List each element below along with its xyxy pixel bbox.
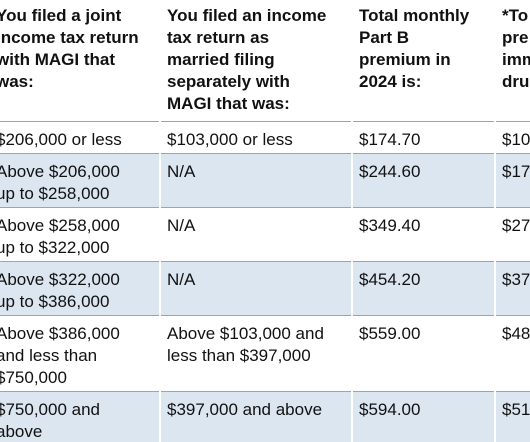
cell-line: less than $397,000 <box>167 346 311 365</box>
table-cell: $397,000 and above <box>160 391 353 442</box>
cell-line: pre <box>502 28 529 47</box>
table-row: $750,000 and above $397,000 and above $594.… <box>0 391 530 442</box>
header-cell: Total monthly Part B premium in 2024 is: <box>352 0 496 122</box>
table-row: Above $206,000 up to $258,000 N/A $244.60 $1… <box>0 153 530 208</box>
table-cell: $349.40 <box>352 207 496 262</box>
table-cell: $206,000 or less <box>0 121 161 154</box>
cell-line: $51 <box>502 400 530 419</box>
table-cell: N/A <box>160 207 353 262</box>
cell-line: $27 <box>502 216 530 235</box>
cell-line: up to $322,000 <box>0 238 110 257</box>
cell-line: $174.70 <box>359 130 421 149</box>
cell-line: married filing <box>167 50 275 69</box>
cell-line: You filed a joint <box>0 6 122 25</box>
cell-line: Total monthly <box>359 6 470 25</box>
cell-line: *To <box>502 6 529 25</box>
table-row: Above $322,000 up to $386,000 N/A $454.20 $3… <box>0 261 530 316</box>
cell-line: $559.00 <box>359 324 421 343</box>
table-cell: $27 <box>495 207 530 262</box>
table-cell: Above $386,000 and less than $750,000 <box>0 315 161 392</box>
cell-line: tax return as <box>167 28 270 47</box>
table-cell: $10 <box>495 121 530 154</box>
cell-line: MAGI that was: <box>167 94 290 113</box>
table-row: Above $386,000 and less than $750,000 Above… <box>0 315 530 392</box>
table-cell: $594.00 <box>352 391 496 442</box>
cell-line: imm <box>502 50 530 69</box>
cell-line: Above $322,000 <box>0 270 120 289</box>
table-cell: $559.00 <box>352 315 496 392</box>
table-row: Above $258,000 up to $322,000 N/A $349.40 $2… <box>0 207 530 262</box>
cell-line: up to $386,000 <box>0 292 110 311</box>
cell-line: up to $258,000 <box>0 184 110 203</box>
cell-line: and less than <box>0 346 98 365</box>
cell-line: dru <box>502 72 530 91</box>
table-cell: $48 <box>495 315 530 392</box>
cell-line: $594.00 <box>359 400 421 419</box>
cell-line: $397,000 and above <box>167 400 323 419</box>
table-row: $206,000 or less $103,000 or less $174.70 $… <box>0 121 530 154</box>
header-cell: You filed a joint income tax return with M… <box>0 0 161 122</box>
cell-line: Part B <box>359 28 410 47</box>
cell-line: premium in <box>359 50 451 69</box>
table-cell: $51 <box>495 391 530 442</box>
cell-line: Above $258,000 <box>0 216 120 235</box>
table-cell: N/A <box>160 153 353 208</box>
table-cell: Above $258,000 up to $322,000 <box>0 207 161 262</box>
cell-line: separately with <box>167 72 290 91</box>
cell-line: N/A <box>167 270 196 289</box>
cell-line: $750,000 and <box>0 400 100 419</box>
table-cell: $37 <box>495 261 530 316</box>
cell-line: $103,000 or less <box>167 130 293 149</box>
cell-line: Above $103,000 and <box>167 324 324 343</box>
header-cell: *To pre imm dru <box>495 0 530 122</box>
cell-line: $37 <box>502 270 530 289</box>
table-cell: $244.60 <box>352 153 496 208</box>
table-cell: $174.70 <box>352 121 496 154</box>
cell-line: $349.40 <box>359 216 421 235</box>
cell-line: $244.60 <box>359 162 421 181</box>
table-cell: $17 <box>495 153 530 208</box>
cell-line: 2024 is: <box>359 72 422 91</box>
table-cell: Above $206,000 up to $258,000 <box>0 153 161 208</box>
cell-line: with MAGI that <box>0 50 115 69</box>
table-cell: N/A <box>160 261 353 316</box>
cell-line: above <box>0 422 43 441</box>
cell-line: $10 <box>502 130 530 149</box>
cell-line: N/A <box>167 216 196 235</box>
cell-line: $454.20 <box>359 270 421 289</box>
table-cell: $103,000 or less <box>160 121 353 154</box>
cell-line: Above $206,000 <box>0 162 120 181</box>
cell-line: $206,000 or less <box>0 130 122 149</box>
cell-line: $48 <box>502 324 530 343</box>
table-cell: Above $103,000 and less than $397,000 <box>160 315 353 392</box>
cell-line: Above $386,000 <box>0 324 120 343</box>
header-cell: You filed an income tax return as married … <box>160 0 353 122</box>
cell-line: income tax return <box>0 28 139 47</box>
cell-line: $17 <box>502 162 530 181</box>
cell-line: N/A <box>167 162 196 181</box>
table-cell: $750,000 and above <box>0 391 161 442</box>
table-cell: Above $322,000 up to $386,000 <box>0 261 161 316</box>
cell-line: $750,000 <box>0 368 67 387</box>
cell-line: was: <box>0 72 34 91</box>
cell-line: You filed an income <box>167 6 327 25</box>
header-row: You filed a joint income tax return with M… <box>0 0 530 122</box>
table-cell: $454.20 <box>352 261 496 316</box>
